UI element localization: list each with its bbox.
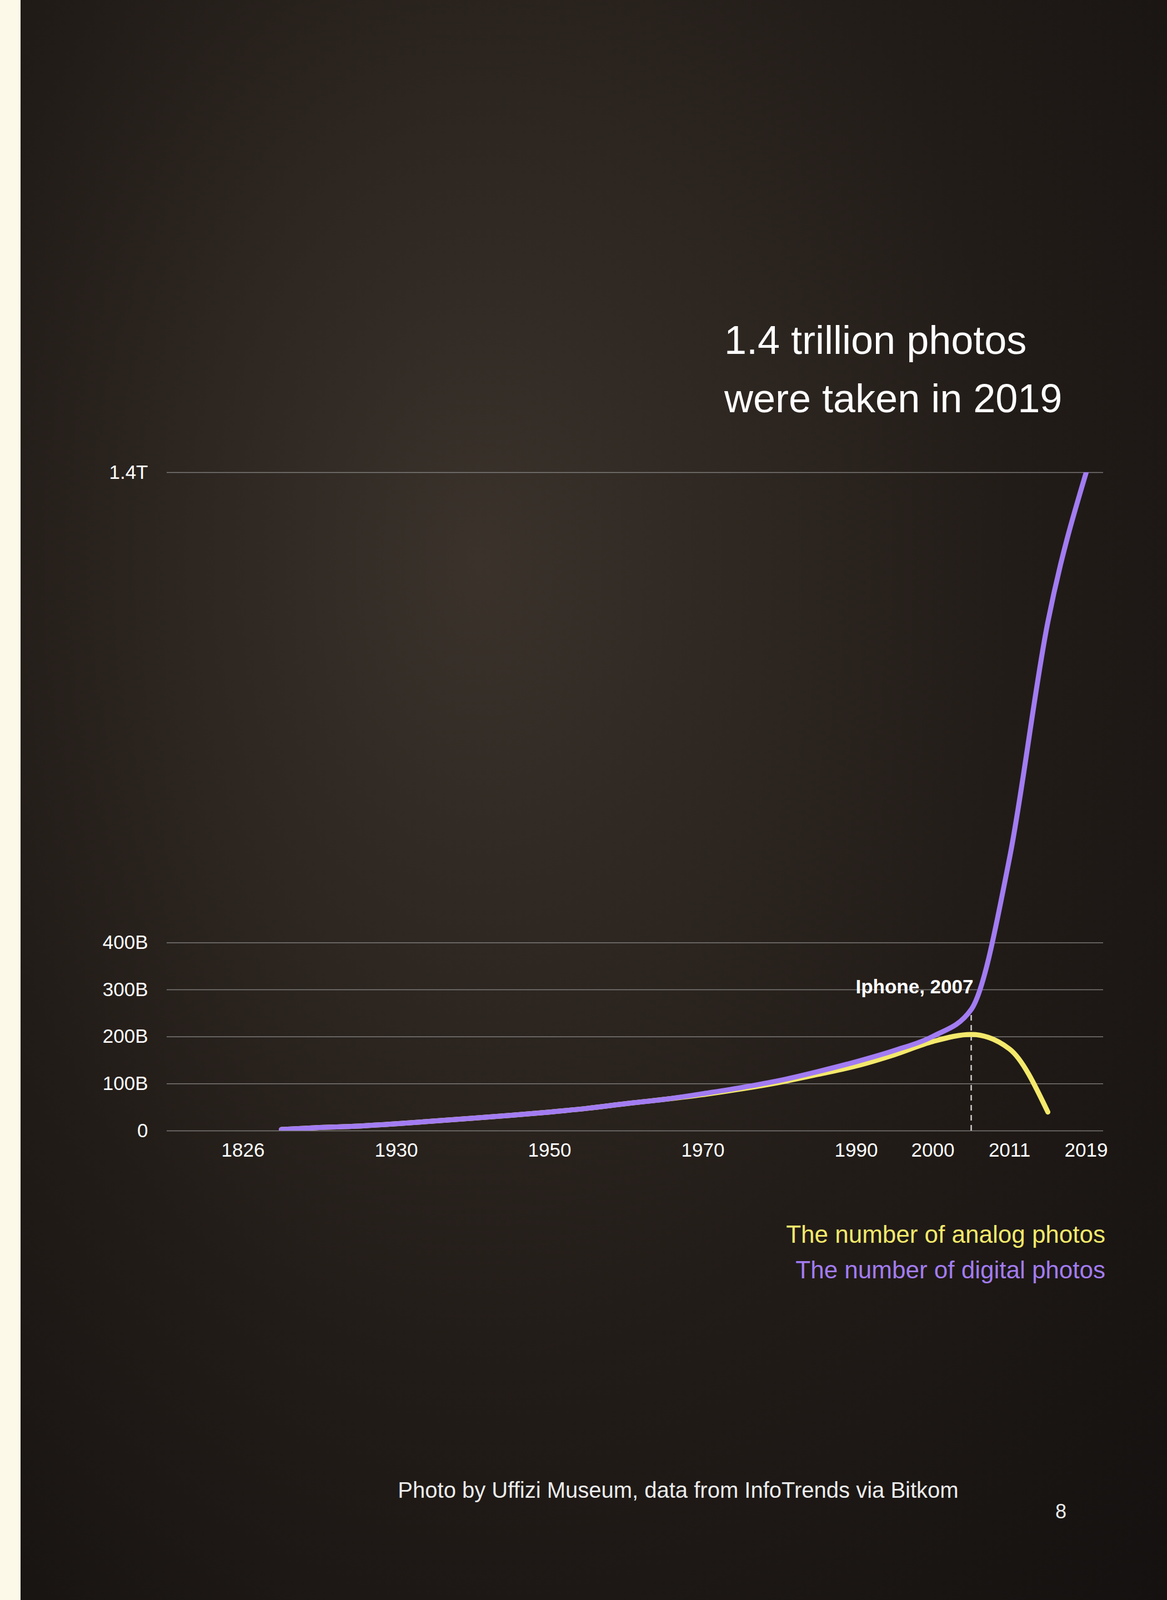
html-text:1.4 trillion photos were taken: 1.4 trillion photos were taken in 2019 bbox=[724, 317, 1063, 421]
svg-text:1826: 1826 bbox=[221, 1138, 265, 1161]
svg-text:200B: 200B bbox=[102, 1024, 149, 1047]
html-text:Photo by Uffizi Museum, data f: Photo by Uffizi Museum, data from InfoTr… bbox=[397, 1477, 959, 1502]
svg-text:400B: 400B bbox=[102, 930, 149, 953]
svg-text:2011: 2011 bbox=[988, 1138, 1031, 1161]
html-text:The number of digital photos: The number of digital photos bbox=[795, 1255, 1106, 1284]
svg-text:1990: 1990 bbox=[834, 1138, 879, 1161]
svg-text:1930: 1930 bbox=[374, 1138, 419, 1161]
svg-text:2000: 2000 bbox=[911, 1138, 955, 1161]
svg-text:2019: 2019 bbox=[1064, 1138, 1109, 1161]
html-text:8: 8 bbox=[1055, 1499, 1067, 1523]
html-text:The number of analog photos: The number of analog photos bbox=[786, 1220, 1106, 1248]
svg-text:100B: 100B bbox=[102, 1072, 149, 1094]
svg-text:1.4T: 1.4T bbox=[108, 461, 148, 483]
svg-text:0: 0 bbox=[137, 1119, 148, 1141]
svg-text:1970: 1970 bbox=[681, 1138, 725, 1161]
svg-text:300B: 300B bbox=[102, 978, 149, 1000]
svg-text:Iphone, 2007: Iphone, 2007 bbox=[855, 975, 974, 998]
svg-text:1950: 1950 bbox=[528, 1138, 572, 1161]
